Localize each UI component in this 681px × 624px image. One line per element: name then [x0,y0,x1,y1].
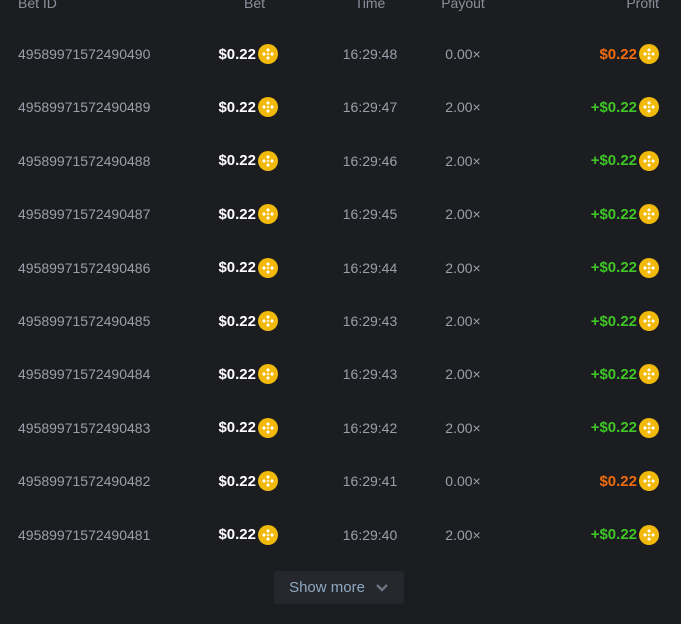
bet-amount: $0.22 [0,471,278,492]
table-row[interactable]: 49589971572490490 $0.22 16:29:48 0.00× $… [0,44,681,64]
bet-id[interactable]: 49589971572490482 [18,473,151,490]
bet-amount: $0.22 [0,97,278,118]
bnb-coin-icon [258,364,278,385]
bet-payout: 2.00× [445,419,481,436]
bet-payout: 0.00× [445,473,481,490]
bet-payout: 2.00× [445,152,481,169]
bnb-coin-icon [639,257,659,278]
bet-amount: $0.22 [0,44,278,64]
bet-amount: $0.22 [0,257,278,278]
bet-payout: 0.00× [445,46,481,62]
bet-profit: +$0.22 [591,364,659,385]
show-more-label: Show more [289,579,365,596]
bet-profit: $0.22 [599,471,659,492]
header-payout: Payout [441,0,485,11]
bet-profit: +$0.22 [591,150,659,171]
bet-id[interactable]: 49589971572490487 [18,206,151,223]
table-row[interactable]: 49589971572490487 $0.22 16:29:45 2.00× +… [0,204,681,225]
bnb-coin-icon [639,204,659,225]
bet-payout: 2.00× [445,366,481,383]
bet-id[interactable]: 49589971572490484 [18,366,151,383]
bnb-coin-icon [639,150,659,171]
table-row[interactable]: 49589971572490489 $0.22 16:29:47 2.00× +… [0,97,681,118]
bet-time: 16:29:43 [342,366,398,383]
bet-profit: +$0.22 [591,524,659,545]
bnb-coin-icon [639,524,659,545]
header-time: Time [354,0,386,11]
bet-profit: +$0.22 [591,257,659,278]
table-row[interactable]: 49589971572490483 $0.22 16:29:42 2.00× +… [0,417,681,438]
bet-time: 16:29:41 [342,473,398,490]
bet-amount: $0.22 [0,364,278,385]
bnb-coin-icon [258,44,278,64]
header-profit: Profit [626,0,659,11]
bet-time: 16:29:43 [342,313,398,329]
bet-id[interactable]: 49589971572490489 [18,99,151,116]
bet-amount: $0.22 [0,150,278,171]
bnb-coin-icon [258,257,278,278]
bet-id[interactable]: 49589971572490486 [18,259,151,276]
bet-profit: +$0.22 [591,204,659,225]
bnb-coin-icon [639,44,659,64]
bet-time: 16:29:40 [342,526,398,543]
bet-payout: 2.00× [445,99,481,116]
header-bet-id: Bet ID [18,0,57,11]
bnb-coin-icon [639,471,659,492]
bet-amount: $0.22 [0,204,278,225]
bet-amount: $0.22 [0,311,278,331]
bnb-coin-icon [639,97,659,118]
bet-payout: 2.00× [445,259,481,276]
bet-time: 16:29:46 [342,152,398,169]
bet-time: 16:29:42 [342,419,398,436]
bet-time: 16:29:48 [342,46,398,62]
bnb-coin-icon [639,311,659,331]
bet-id[interactable]: 49589971572490485 [18,313,151,329]
bet-time: 16:29:45 [342,206,398,223]
bnb-coin-icon [258,150,278,171]
bnb-coin-icon [258,524,278,545]
bnb-coin-icon [258,97,278,118]
bet-profit: +$0.22 [591,97,659,118]
table-header: Bet ID Bet Time Payout Profit [0,0,681,13]
table-row[interactable]: 49589971572490484 $0.22 16:29:43 2.00× +… [0,364,681,385]
bet-time: 16:29:47 [342,99,398,116]
bet-profit: +$0.22 [591,417,659,438]
table-row[interactable]: 49589971572490488 $0.22 16:29:46 2.00× +… [0,150,681,171]
bet-amount: $0.22 [0,417,278,438]
table-row[interactable]: 49589971572490482 $0.22 16:29:41 0.00× $… [0,471,681,492]
show-more-button[interactable]: Show more [274,571,404,604]
bet-profit: +$0.22 [591,311,659,331]
chevron-down-icon [376,583,388,592]
bnb-coin-icon [639,417,659,438]
bnb-coin-icon [258,417,278,438]
bet-id[interactable]: 49589971572490490 [18,46,151,62]
bnb-coin-icon [639,364,659,385]
bnb-coin-icon [258,471,278,492]
bet-payout: 2.00× [445,313,481,329]
bet-id[interactable]: 49589971572490481 [18,526,151,543]
table-row[interactable]: 49589971572490485 $0.22 16:29:43 2.00× +… [0,311,681,331]
bet-payout: 2.00× [445,206,481,223]
table-row[interactable]: 49589971572490481 $0.22 16:29:40 2.00× +… [0,524,681,545]
bet-amount: $0.22 [0,524,278,545]
bet-id[interactable]: 49589971572490488 [18,152,151,169]
bnb-coin-icon [258,311,278,331]
bet-id[interactable]: 49589971572490483 [18,419,151,436]
bet-time: 16:29:44 [342,259,398,276]
bet-profit: $0.22 [599,44,659,64]
bnb-coin-icon [258,204,278,225]
header-bet: Bet [243,0,265,11]
bet-payout: 2.00× [445,526,481,543]
table-row[interactable]: 49589971572490486 $0.22 16:29:44 2.00× +… [0,257,681,278]
